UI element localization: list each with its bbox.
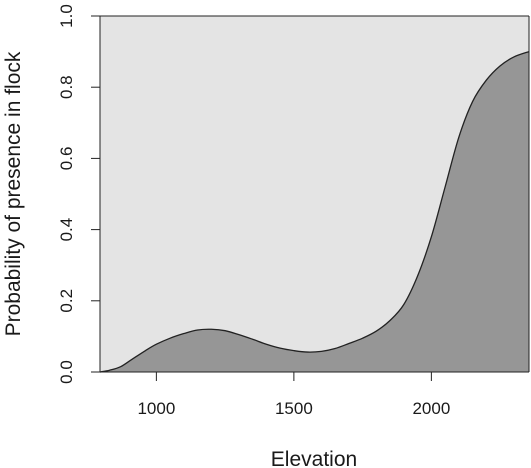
x-axis-title: Elevation [271,448,357,468]
y-axis-ticks: 0.0 0.2 0.4 0.6 0.8 1.0 [57,4,100,384]
y-tick-label: 0.8 [57,75,76,99]
x-axis-ticks: 1000 1500 2000 [137,372,450,418]
y-tick-label: 0.4 [57,218,76,242]
y-axis-title: Probability of presence in flock [2,51,25,336]
x-tick-label: 2000 [412,399,450,418]
y-tick-label: 0.6 [57,147,76,171]
x-tick-label: 1000 [137,399,175,418]
y-tick-label: 1.0 [57,4,76,28]
probability-line [99,50,530,373]
x-tick-label: 1500 [275,399,313,418]
y-tick-label: 0.0 [57,360,76,384]
y-tick-label: 0.2 [57,289,76,313]
probability-area [100,51,529,372]
